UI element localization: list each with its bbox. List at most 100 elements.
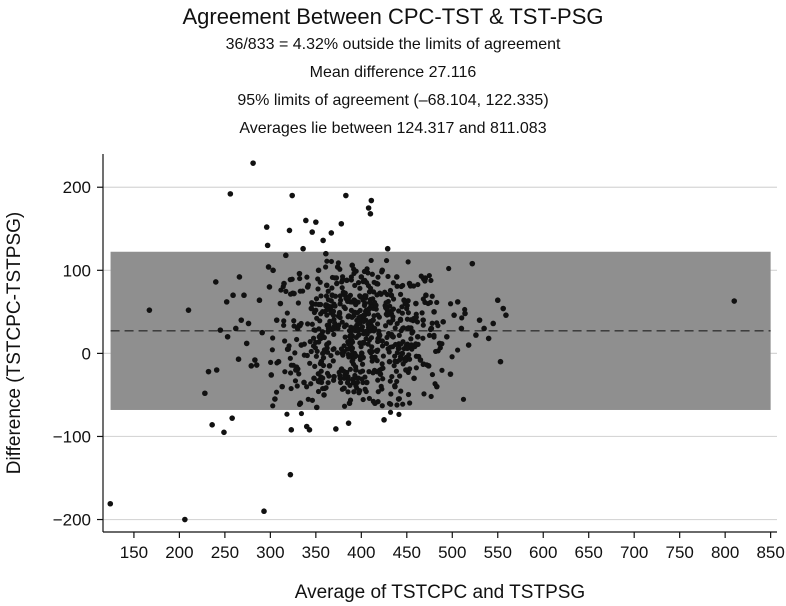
data-point [281, 280, 287, 287]
data-point [383, 304, 389, 311]
data-point [315, 286, 321, 292]
y-axis-label: Difference (TSTCPC-TSTPSG) [4, 212, 25, 475]
data-point [281, 318, 287, 324]
data-point [400, 339, 406, 345]
data-point [447, 301, 454, 307]
data-point [433, 348, 439, 355]
data-point [379, 343, 386, 349]
data-point [413, 365, 419, 371]
data-point [455, 347, 461, 353]
data-point [446, 265, 452, 272]
data-point [366, 337, 372, 343]
data-point [400, 325, 406, 331]
data-point [406, 356, 413, 362]
data-point [281, 322, 287, 328]
data-point [250, 160, 256, 166]
data-point [405, 259, 411, 265]
data-point [460, 396, 467, 402]
data-point [394, 378, 400, 385]
data-point [339, 350, 346, 357]
data-point [304, 384, 310, 390]
data-point [366, 369, 372, 375]
data-point [297, 288, 303, 294]
data-point [341, 385, 347, 392]
data-point [292, 350, 298, 356]
data-point [343, 192, 349, 199]
data-point [359, 324, 366, 330]
data-point [386, 311, 392, 317]
data-point [345, 420, 352, 426]
data-point [324, 258, 330, 264]
data-point [300, 245, 306, 252]
data-point [256, 297, 263, 304]
data-point [310, 335, 317, 341]
data-point [270, 335, 276, 341]
data-point [342, 334, 348, 340]
data-point [263, 224, 270, 230]
data-point [352, 282, 358, 289]
data-point [288, 427, 295, 433]
x-tick-label: 750 [665, 543, 693, 562]
data-point [418, 273, 424, 279]
data-point [428, 393, 434, 400]
data-point [382, 323, 389, 329]
data-point [324, 349, 331, 355]
data-point [273, 389, 280, 395]
data-point [236, 274, 243, 280]
data-point [288, 370, 294, 376]
x-tick-label: 600 [529, 543, 557, 562]
data-point [298, 320, 304, 327]
data-point [375, 312, 381, 318]
data-point [324, 306, 330, 313]
data-point [414, 333, 421, 340]
data-point [423, 292, 429, 299]
data-point [384, 291, 390, 298]
data-point [332, 303, 338, 309]
axes [97, 154, 777, 538]
data-point [287, 355, 293, 361]
data-point [309, 321, 315, 327]
data-point [182, 516, 188, 523]
data-point [326, 373, 332, 379]
data-point [313, 301, 319, 307]
data-point [308, 348, 314, 355]
data-point [396, 308, 402, 314]
data-point [330, 346, 336, 353]
data-point [268, 372, 275, 378]
data-point [419, 310, 425, 316]
data-point [404, 325, 411, 332]
data-point [439, 367, 445, 373]
data-point [308, 381, 314, 387]
data-point [490, 320, 497, 327]
data-point [370, 296, 376, 302]
x-tick-label: 650 [575, 543, 603, 562]
data-point [333, 275, 340, 281]
data-point [366, 306, 372, 313]
data-point [393, 368, 400, 374]
data-point [320, 237, 326, 244]
data-point [329, 285, 335, 291]
data-point [362, 300, 368, 307]
data-point [316, 339, 322, 345]
data-point [235, 356, 242, 363]
data-point [107, 500, 114, 507]
data-point [304, 274, 310, 280]
data-point [394, 320, 400, 327]
data-point [428, 277, 434, 284]
data-point [374, 348, 380, 354]
data-point [360, 354, 366, 361]
data-point [379, 267, 386, 274]
data-point [270, 403, 276, 409]
data-point [337, 297, 344, 303]
data-point [370, 317, 376, 323]
data-point [294, 325, 301, 332]
data-point [221, 429, 227, 436]
data-point [313, 219, 319, 225]
data-point [311, 375, 317, 382]
data-point [405, 310, 411, 316]
data-point [304, 352, 310, 359]
data-point [349, 262, 356, 269]
data-point [318, 293, 324, 299]
data-point [357, 369, 364, 375]
data-point [335, 260, 342, 266]
